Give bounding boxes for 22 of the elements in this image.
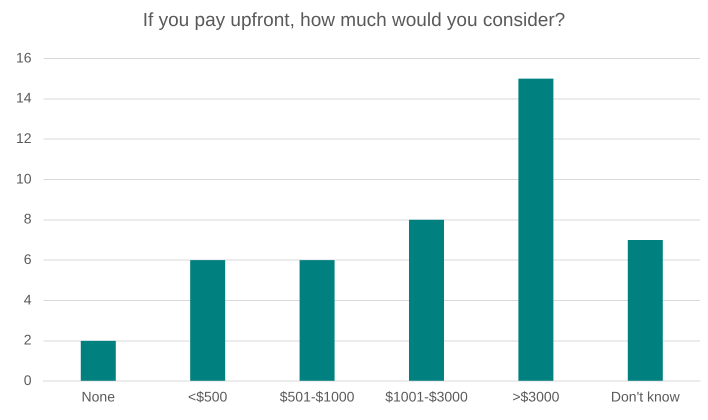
y-tick-label: 6	[24, 251, 32, 268]
bar	[190, 260, 226, 381]
y-tick-label: 10	[16, 170, 32, 186]
x-tick-label: <$500	[188, 388, 228, 404]
bar	[628, 240, 663, 381]
y-tick-label: 8	[24, 210, 32, 227]
x-tick-label: >$3000	[512, 388, 560, 404]
y-tick-label: 0	[24, 372, 32, 388]
chart-title: If you pay upfront, how much would you consider?	[142, 9, 566, 33]
x-tick-label: $1001-$3000	[385, 388, 468, 404]
bar	[518, 78, 554, 381]
x-tick-label: $501-$1000	[280, 388, 355, 404]
y-tick-label: 16	[16, 49, 32, 66]
y-tick-label: 12	[16, 130, 32, 146]
bar	[300, 260, 335, 381]
x-tick-label: Don't know	[610, 388, 681, 404]
bar	[80, 340, 116, 381]
y-tick-label: 14	[16, 90, 32, 106]
x-tick-label: None	[82, 388, 116, 404]
bar	[408, 220, 444, 381]
y-tick-label: 4	[24, 291, 32, 308]
y-tick-label: 2	[24, 332, 32, 348]
